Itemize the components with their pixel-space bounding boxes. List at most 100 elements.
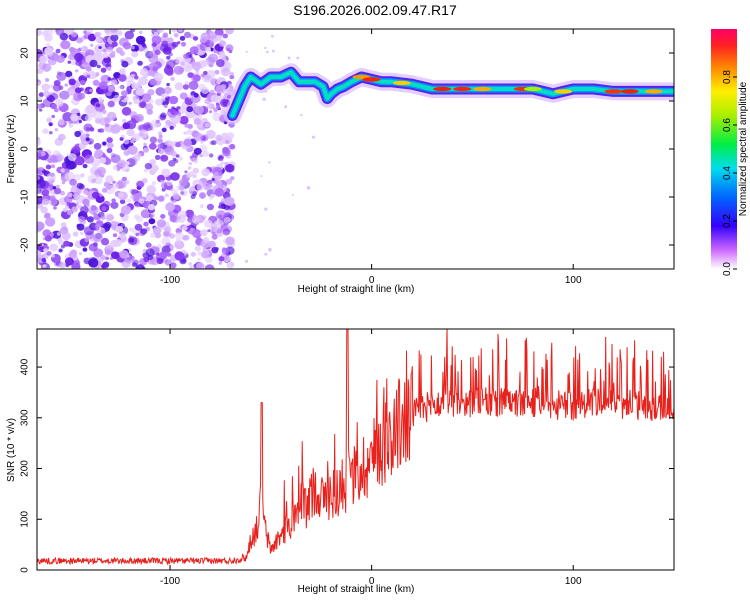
noise-region — [37, 29, 316, 269]
noise-blob — [148, 99, 154, 104]
noise-blob — [93, 176, 103, 185]
noise-blob — [182, 62, 193, 73]
noise-blob — [296, 56, 300, 60]
noise-blob — [153, 72, 164, 82]
noise-blob — [119, 85, 124, 90]
noise-blob — [205, 129, 216, 139]
noise-blob — [68, 123, 74, 128]
noise-blob — [223, 216, 231, 224]
noise-blob — [83, 30, 87, 34]
noise-blob — [208, 62, 214, 68]
noise-blob — [193, 132, 204, 142]
y-tick-label: 400 — [20, 358, 31, 375]
noise-blob — [128, 248, 132, 252]
noise-blob — [178, 185, 185, 191]
noise-blob — [48, 84, 53, 88]
noise-blob — [210, 228, 219, 236]
noise-blob — [173, 33, 179, 38]
noise-blob — [112, 182, 119, 189]
noise-blob — [46, 43, 50, 47]
noise-blob — [110, 79, 118, 86]
noise-blob — [164, 259, 172, 266]
noise-blob — [107, 100, 115, 108]
noise-blob — [107, 66, 112, 71]
noise-blob — [100, 229, 106, 234]
noise-blob — [221, 247, 230, 255]
noise-blob — [106, 147, 113, 154]
noise-blob — [70, 114, 79, 122]
y-tick-label: 10 — [20, 95, 31, 107]
noise-blob — [113, 94, 121, 102]
noise-blob — [170, 76, 175, 81]
noise-blob — [167, 37, 174, 44]
noise-blob — [53, 206, 57, 210]
noise-blob — [161, 40, 169, 48]
noise-blob — [95, 103, 101, 108]
noise-blob — [268, 247, 272, 252]
noise-blob — [110, 29, 118, 34]
noise-blob — [268, 161, 271, 164]
noise-blob — [45, 235, 52, 242]
noise-blob — [151, 35, 162, 45]
noise-blob — [166, 82, 170, 87]
noise-blob — [137, 60, 143, 66]
noise-blob — [160, 112, 167, 119]
noise-blob — [165, 68, 174, 76]
noise-blob — [200, 229, 208, 237]
noise-blob — [143, 221, 149, 227]
noise-blob — [202, 150, 210, 157]
noise-blob — [40, 246, 44, 250]
noise-blob — [85, 137, 90, 142]
y-tick-label: -10 — [20, 189, 31, 204]
noise-blob — [49, 131, 53, 135]
noise-blob — [82, 163, 88, 169]
noise-blob — [201, 59, 209, 67]
noise-blob — [225, 29, 234, 35]
noise-blob — [213, 107, 219, 113]
noise-blob — [150, 119, 161, 128]
noise-blob — [56, 232, 61, 236]
noise-blob — [97, 208, 101, 213]
noise-blob — [83, 154, 95, 164]
noise-blob — [111, 50, 116, 55]
noise-blob — [121, 60, 129, 68]
noise-blob — [188, 95, 192, 99]
noise-blob — [55, 99, 64, 107]
noise-blob — [60, 222, 67, 228]
noise-blob — [102, 48, 107, 53]
noise-blob — [101, 187, 108, 193]
y-tick-label: 20 — [20, 47, 31, 59]
page-title: S196.2026.002.09.47.R17 — [293, 2, 457, 18]
noise-blob — [190, 251, 196, 257]
noise-blob — [141, 266, 146, 269]
noise-blob — [175, 238, 182, 244]
noise-blob — [214, 247, 219, 251]
noise-blob — [175, 56, 184, 64]
noise-blob — [194, 160, 198, 164]
noise-blob — [180, 41, 187, 47]
y-tick-label: 200 — [20, 460, 31, 477]
noise-blob — [208, 110, 213, 114]
noise-blob — [208, 53, 219, 63]
noise-blob — [152, 226, 162, 235]
noise-blob — [191, 216, 200, 224]
noise-blob — [79, 79, 86, 86]
noise-blob — [208, 30, 213, 35]
noise-blob — [200, 251, 209, 259]
noise-blob — [218, 205, 222, 209]
noise-blob — [135, 87, 145, 96]
noise-blob — [128, 227, 134, 232]
noise-blob — [102, 52, 109, 59]
noise-blob — [45, 164, 52, 170]
noise-blob — [200, 140, 204, 144]
noise-blob — [98, 46, 102, 49]
noise-blob — [178, 156, 183, 161]
noise-blob — [105, 256, 110, 260]
noise-blob — [63, 240, 70, 247]
noise-blob — [61, 232, 71, 241]
noise-blob — [42, 229, 52, 238]
noise-blob — [171, 41, 179, 48]
noise-blob — [122, 42, 132, 50]
noise-blob — [37, 175, 40, 181]
noise-blob — [99, 157, 107, 164]
